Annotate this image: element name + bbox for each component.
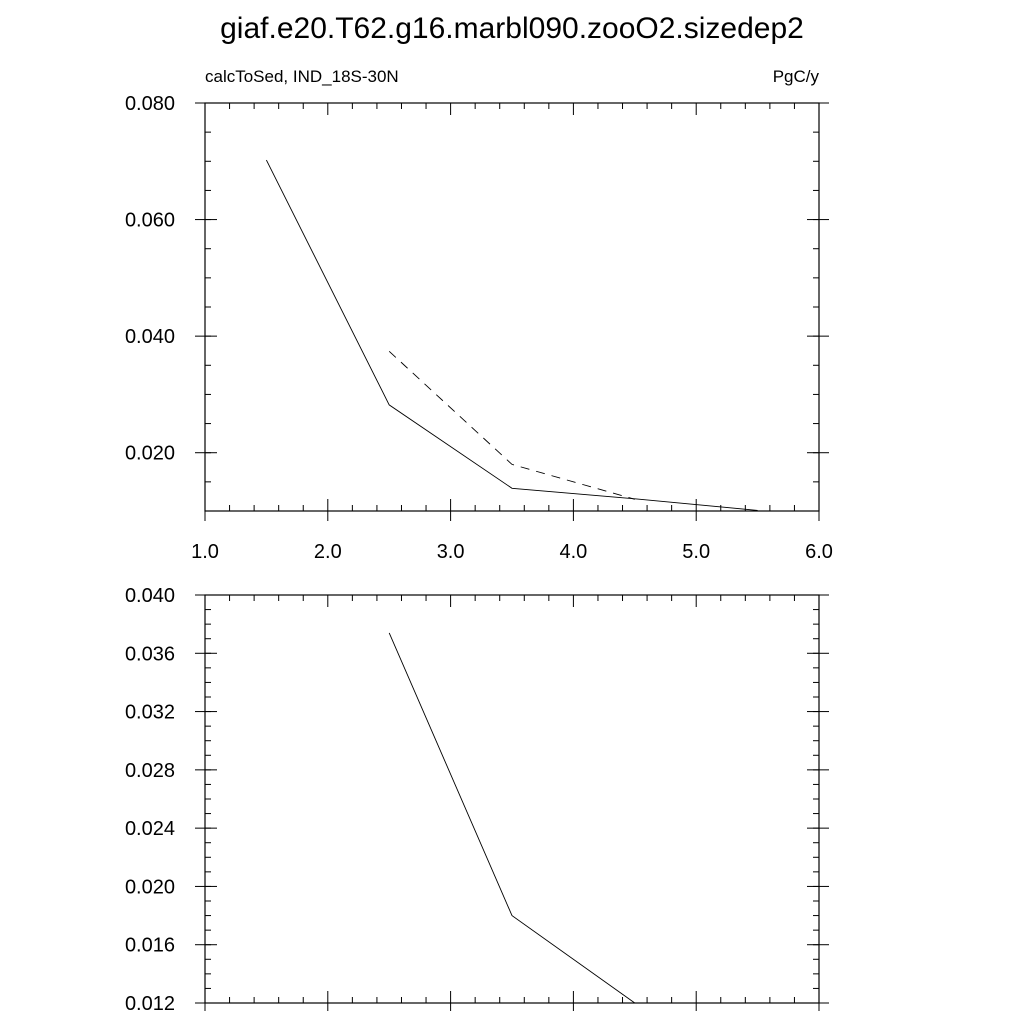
bottom-y-tick-label: 0.032: [125, 702, 175, 724]
top-x-tick-label: 4.0: [559, 541, 587, 563]
top-y-tick-label: 0.020: [125, 443, 175, 465]
bottom-plot-frame: [204, 594, 820, 1004]
bottom-y-tick-label: 0.012: [125, 993, 175, 1015]
top-panel-right-label: PgC/y: [773, 67, 820, 86]
top-y-tick-label: 0.060: [125, 210, 175, 232]
top-x-tick-label: 6.0: [805, 541, 833, 563]
bottom-panel: 0.012 0.016 0.020 0.024 0.028 0.032 0.036 0.040: [125, 585, 829, 1015]
top-x-tick-label: 3.0: [437, 541, 465, 563]
top-panel-left-label: calcToSed, IND_18S-30N: [205, 67, 399, 86]
figure-title: giaf.e20.T62.g16.marbl090.zooO2.sizedep2: [220, 12, 804, 45]
top-x-tick-label: 5.0: [682, 541, 710, 563]
top-y-tick-label: 0.040: [125, 326, 175, 348]
top-plot-frame: [204, 102, 820, 512]
bottom-y-tick-label: 0.028: [125, 760, 175, 782]
bottom-series-solid-line: [388, 632, 636, 1004]
top-series-solid-line: [265, 159, 758, 511]
bottom-y-tick-label: 0.016: [125, 935, 175, 957]
top-axis-ticks: [195, 102, 829, 521]
bottom-y-tick-label: 0.020: [125, 876, 175, 898]
bottom-y-tick-label: 0.040: [125, 585, 175, 607]
top-series-dashed-line: [388, 350, 635, 500]
bottom-y-tick-label: 0.036: [125, 643, 175, 665]
top-x-tick-label: 2.0: [314, 541, 342, 563]
top-panel: calcToSed, IND_18S-30N PgC/y 0.020 0.040 0…: [125, 67, 833, 563]
top-y-tick-label: 0.080: [125, 93, 175, 115]
bottom-y-tick-label: 0.024: [125, 818, 175, 840]
top-x-tick-label: 1.0: [191, 541, 219, 563]
bottom-axis-ticks: [195, 594, 829, 1011]
